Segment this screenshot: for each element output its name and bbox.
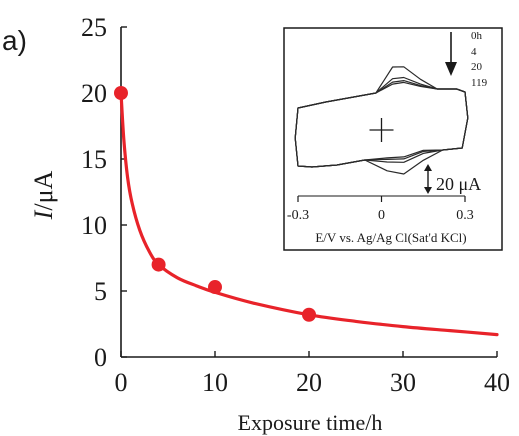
x-tick-label: 20 [296,368,322,397]
inset-x-tick-label: -0.3 [287,208,309,223]
x-tick-label: 0 [115,368,128,397]
y-tick-label: 20 [81,79,107,108]
inset-tick-labels: -0.3 0 0.3 [287,195,474,223]
inset-scale-bar-label: 20 μA [436,174,481,194]
y-axis-label-unit: /μA [29,170,58,210]
panel-label: a) [2,25,27,56]
y-axis-label: I/μA [29,170,58,220]
data-point-layer [114,86,316,322]
inset-voltammogram: 0h 4 20 119 -0.3 0 0.3 E/V vs. Ag/Ag Cl(Sat'd… [283,27,503,251]
main-axes [120,26,498,358]
y-tick-label: 15 [81,145,107,174]
y-axis-label-symbol: I [29,209,58,220]
y-tick-label: 10 [81,211,107,240]
data-point [151,257,166,272]
scale-bar-arrow-down [424,187,432,194]
y-tick-label: 25 [81,13,107,42]
x-tick-label: 10 [202,368,228,397]
inset-curve-labels: 0h 4 20 119 [471,30,488,89]
x-tick-label: 40 [484,368,510,397]
fit-curve [119,91,499,337]
scale-bar-arrow-up [424,164,432,171]
inset-curve-label: 4 [471,46,477,58]
inset-curve-label: 119 [471,77,488,89]
data-point [302,307,316,322]
fit-curve-layer [119,91,499,337]
data-point [114,86,128,100]
decay-arrow-head [445,62,457,76]
x-axis-label: Exposure time/h [238,410,383,435]
data-point [208,280,222,295]
y-tick-label: 5 [94,277,107,306]
inset-curve-label: 20 [471,61,483,73]
inset-curve-label: 0h [471,30,483,42]
inset-cv-curves [294,32,469,194]
y-tick-label: 0 [94,343,107,372]
inset-x-axis-label: E/V vs. Ag/Ag Cl(Sat'd KCl) [315,230,466,245]
cv-curve [294,81,469,168]
x-tick-label: 30 [390,368,416,397]
inset-frame [283,27,503,251]
inset-x-tick-label: 0 [378,208,385,223]
inset-x-tick-label: 0.3 [456,208,474,223]
